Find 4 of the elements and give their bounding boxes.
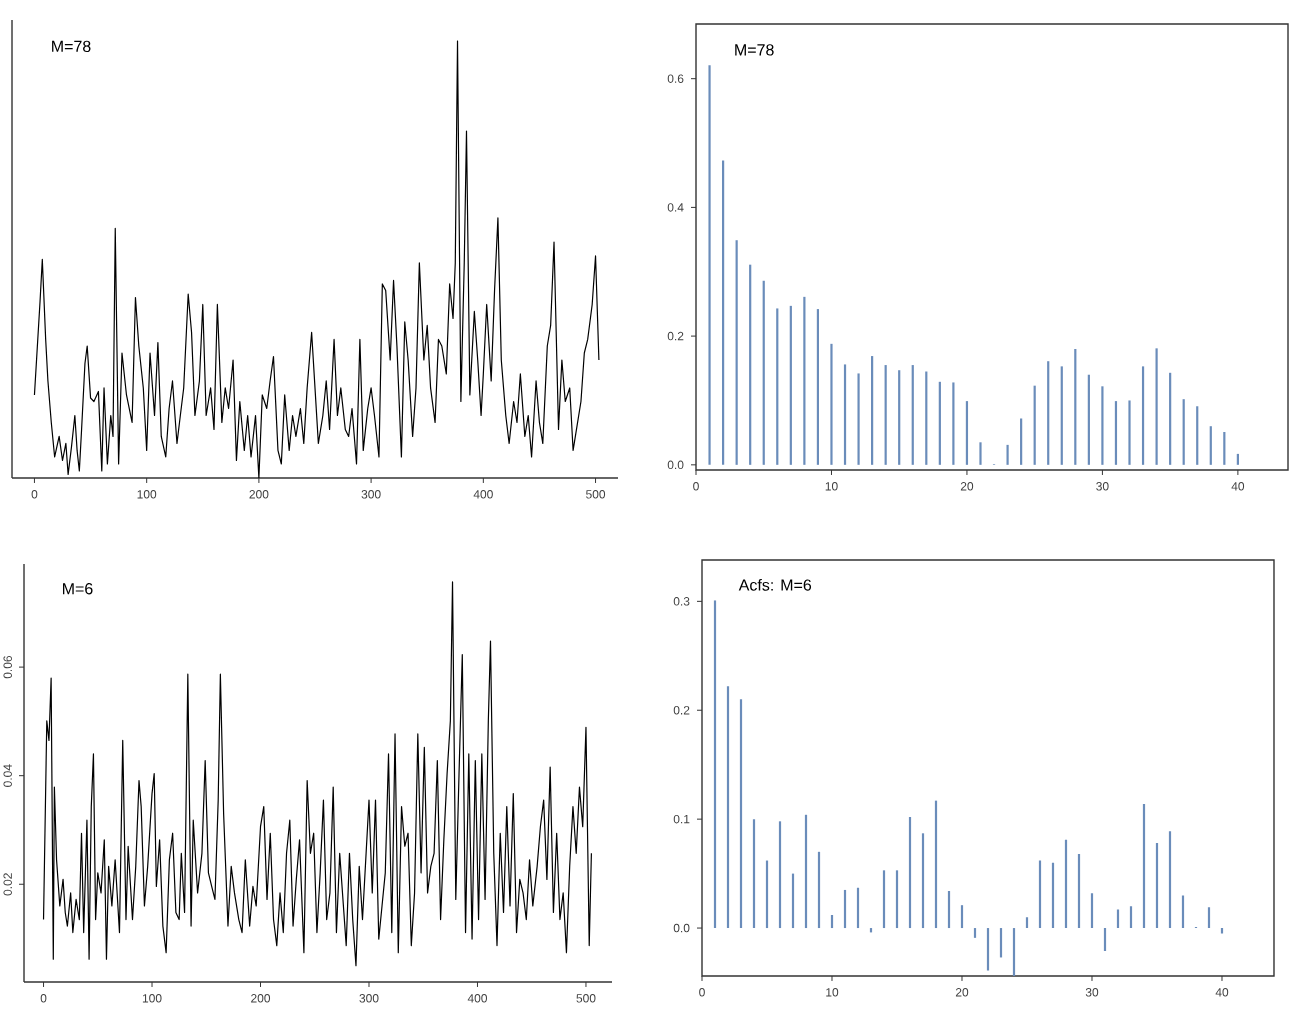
annotation: M=78 xyxy=(52,40,91,53)
annotation: Acfs: M=6 xyxy=(738,579,812,591)
annotation: M=78 xyxy=(735,44,774,56)
annotation: M=6 xyxy=(63,583,93,595)
